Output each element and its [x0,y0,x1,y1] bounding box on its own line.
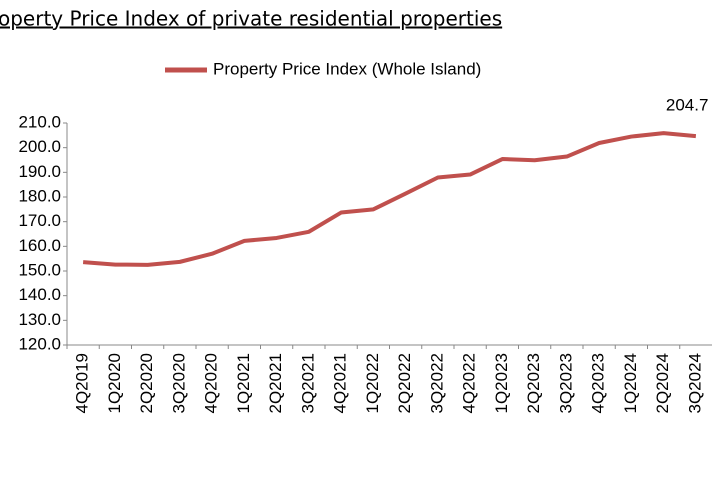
chart-title: operty Price Index of private residentia… [0,7,502,31]
y-tick-label: 170.0 [18,211,61,230]
x-tick-label: 1Q2020 [105,353,124,414]
x-tick-label: 2Q2022 [395,353,414,414]
x-tick-label: 1Q2022 [363,353,382,414]
line-series [82,131,697,267]
x-tick-label: 2Q2021 [266,353,285,414]
x-tick-label: 4Q2023 [589,353,608,414]
y-tick-label: 130.0 [18,310,61,329]
y-tick-label: 140.0 [18,285,61,304]
legend-label: Property Price Index (Whole Island) [213,59,481,78]
y-tick-label: 200.0 [18,137,61,156]
y-tick-label: 180.0 [18,186,61,205]
x-tick-label: 3Q2020 [169,353,188,414]
x-tick-label: 3Q2022 [427,353,446,414]
x-tick-label: 4Q2022 [460,353,479,414]
x-tick-label: 3Q2024 [685,353,704,414]
y-tick-label: 210.0 [18,112,61,131]
x-tick-label: 4Q2019 [73,353,92,414]
x-tick-label: 2Q2024 [653,353,672,414]
x-tick-label: 1Q2023 [492,353,511,414]
x-tick-label: 1Q2021 [234,353,253,414]
x-tick-label: 3Q2021 [298,353,317,414]
y-tick-label: 160.0 [18,236,61,255]
x-tick-label: 4Q2020 [202,353,221,414]
x-tick-label: 2Q2020 [137,353,156,414]
x-tick-label: 2Q2023 [524,353,543,414]
x-tick-label: 4Q2021 [331,353,350,414]
y-tick-label: 150.0 [18,260,61,279]
x-tick-label: 3Q2023 [556,353,575,414]
x-tick-label: 1Q2024 [621,353,640,414]
y-tick-label: 120.0 [18,334,61,353]
data-label: 204.7 [666,96,709,115]
y-tick-label: 190.0 [18,162,61,181]
